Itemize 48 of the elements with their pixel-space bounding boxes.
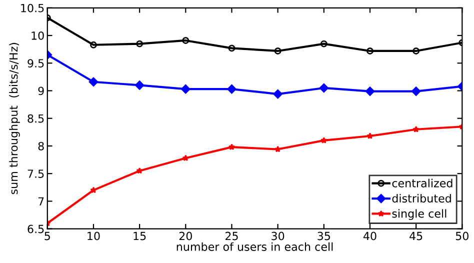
point <box>319 83 329 93</box>
point <box>88 77 98 87</box>
point <box>320 40 328 48</box>
y-tick-label: 7 <box>38 197 44 206</box>
point <box>181 84 190 94</box>
point <box>412 47 420 54</box>
point <box>274 47 282 54</box>
point <box>366 132 374 139</box>
point <box>90 186 97 194</box>
x-tick-label: 10 <box>88 232 100 240</box>
point <box>182 37 190 44</box>
point <box>136 167 143 174</box>
y-tick-label: 7.5 <box>28 170 44 178</box>
legend-label: single cell <box>392 209 446 220</box>
x-tick-label: 35 <box>318 232 330 240</box>
point <box>182 154 189 162</box>
x-tick-label: 5 <box>44 232 50 240</box>
point <box>366 47 374 54</box>
x-tick-label: 40 <box>363 232 376 240</box>
x-tick-label: 45 <box>410 232 422 240</box>
point <box>228 144 236 150</box>
point <box>274 146 282 152</box>
y-axis-title: sum throughput (bits/s/Hz) <box>9 42 20 194</box>
x-tick-label: 25 <box>225 232 238 240</box>
y-tick-label: 9 <box>38 86 44 96</box>
point <box>136 40 144 48</box>
x-tick-label: 30 <box>272 232 284 240</box>
point <box>412 126 420 132</box>
legend-label: centralized <box>392 178 452 188</box>
point <box>227 84 236 94</box>
y-tick-label: 8.5 <box>28 114 44 123</box>
y-tick-label: 10 <box>32 31 44 40</box>
point <box>134 80 144 90</box>
x-tick-label: 20 <box>179 232 192 240</box>
y-tick-label: 8 <box>38 142 44 150</box>
point <box>320 136 328 144</box>
y-tick-label: 6.5 <box>28 224 44 234</box>
point <box>90 41 97 48</box>
x-tick-label: 50 <box>456 232 468 240</box>
y-tick-label: 9.5 <box>28 59 44 68</box>
point <box>365 86 375 96</box>
point <box>273 89 282 99</box>
y-tick-label: 10.5 <box>21 4 44 12</box>
x-axis-title: number of users in each cell <box>176 242 333 251</box>
point <box>228 44 236 52</box>
x-tick-label: 15 <box>134 232 146 240</box>
legend-label: distributed <box>392 194 451 203</box>
point <box>411 86 421 96</box>
